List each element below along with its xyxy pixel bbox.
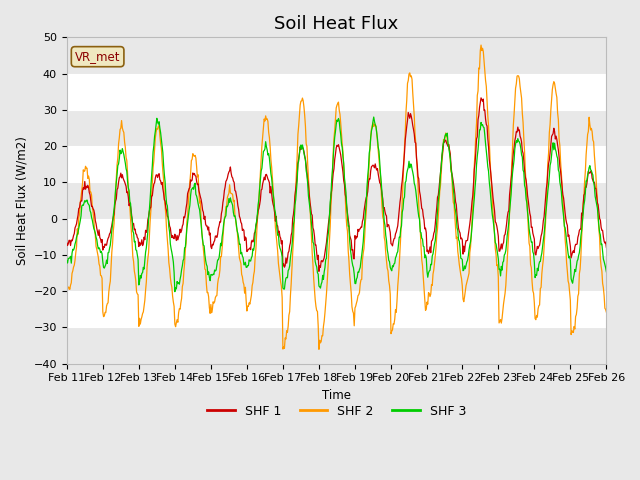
Bar bbox=[67, 219, 606, 255]
Line: SHF 3: SHF 3 bbox=[67, 117, 606, 292]
Bar bbox=[67, 73, 606, 110]
SHF 1 bbox=[63, 240, 70, 246]
SHF 1 bbox=[73, 221, 81, 227]
SHF 1 bbox=[183, 201, 191, 206]
Line: SHF 2: SHF 2 bbox=[67, 45, 606, 349]
Line: SHF 1: SHF 1 bbox=[67, 98, 606, 271]
SHF 1 bbox=[419, 206, 426, 212]
SHF 3 bbox=[128, 216, 136, 221]
SHF 2 bbox=[419, 263, 426, 269]
SHF 2 bbox=[183, 219, 191, 225]
SHF 2 bbox=[403, 97, 411, 103]
SHF 1 bbox=[477, 95, 485, 101]
SHF 3 bbox=[370, 114, 378, 120]
SHF 3 bbox=[404, 167, 412, 173]
Bar bbox=[67, 327, 606, 364]
Text: VR_met: VR_met bbox=[75, 50, 120, 63]
SHF 1 bbox=[403, 123, 411, 129]
Bar bbox=[67, 146, 606, 182]
SHF 3 bbox=[63, 258, 70, 264]
SHF 3 bbox=[73, 234, 81, 240]
SHF 2 bbox=[73, 244, 81, 250]
SHF 3 bbox=[419, 243, 427, 249]
Bar bbox=[67, 182, 606, 219]
SHF 2 bbox=[63, 288, 70, 293]
SHF 3 bbox=[184, 220, 191, 226]
SHF 3 bbox=[171, 289, 179, 295]
SHF 2 bbox=[128, 239, 136, 245]
Bar bbox=[67, 110, 606, 146]
Bar bbox=[67, 255, 606, 291]
Legend: SHF 1, SHF 2, SHF 3: SHF 1, SHF 2, SHF 3 bbox=[202, 400, 471, 423]
Title: Soil Heat Flux: Soil Heat Flux bbox=[275, 15, 399, 33]
SHF 2 bbox=[477, 42, 485, 48]
SHF 3 bbox=[602, 269, 610, 275]
Bar bbox=[67, 291, 606, 327]
SHF 1 bbox=[602, 244, 610, 250]
X-axis label: Time: Time bbox=[322, 389, 351, 402]
SHF 2 bbox=[212, 295, 220, 300]
Y-axis label: Soil Heat Flux (W/m2): Soil Heat Flux (W/m2) bbox=[15, 136, 28, 265]
SHF 2 bbox=[315, 347, 323, 352]
SHF 1 bbox=[212, 233, 220, 239]
SHF 2 bbox=[602, 309, 610, 315]
Bar bbox=[67, 37, 606, 73]
SHF 3 bbox=[212, 267, 220, 273]
SHF 1 bbox=[128, 216, 136, 222]
SHF 1 bbox=[315, 268, 323, 274]
